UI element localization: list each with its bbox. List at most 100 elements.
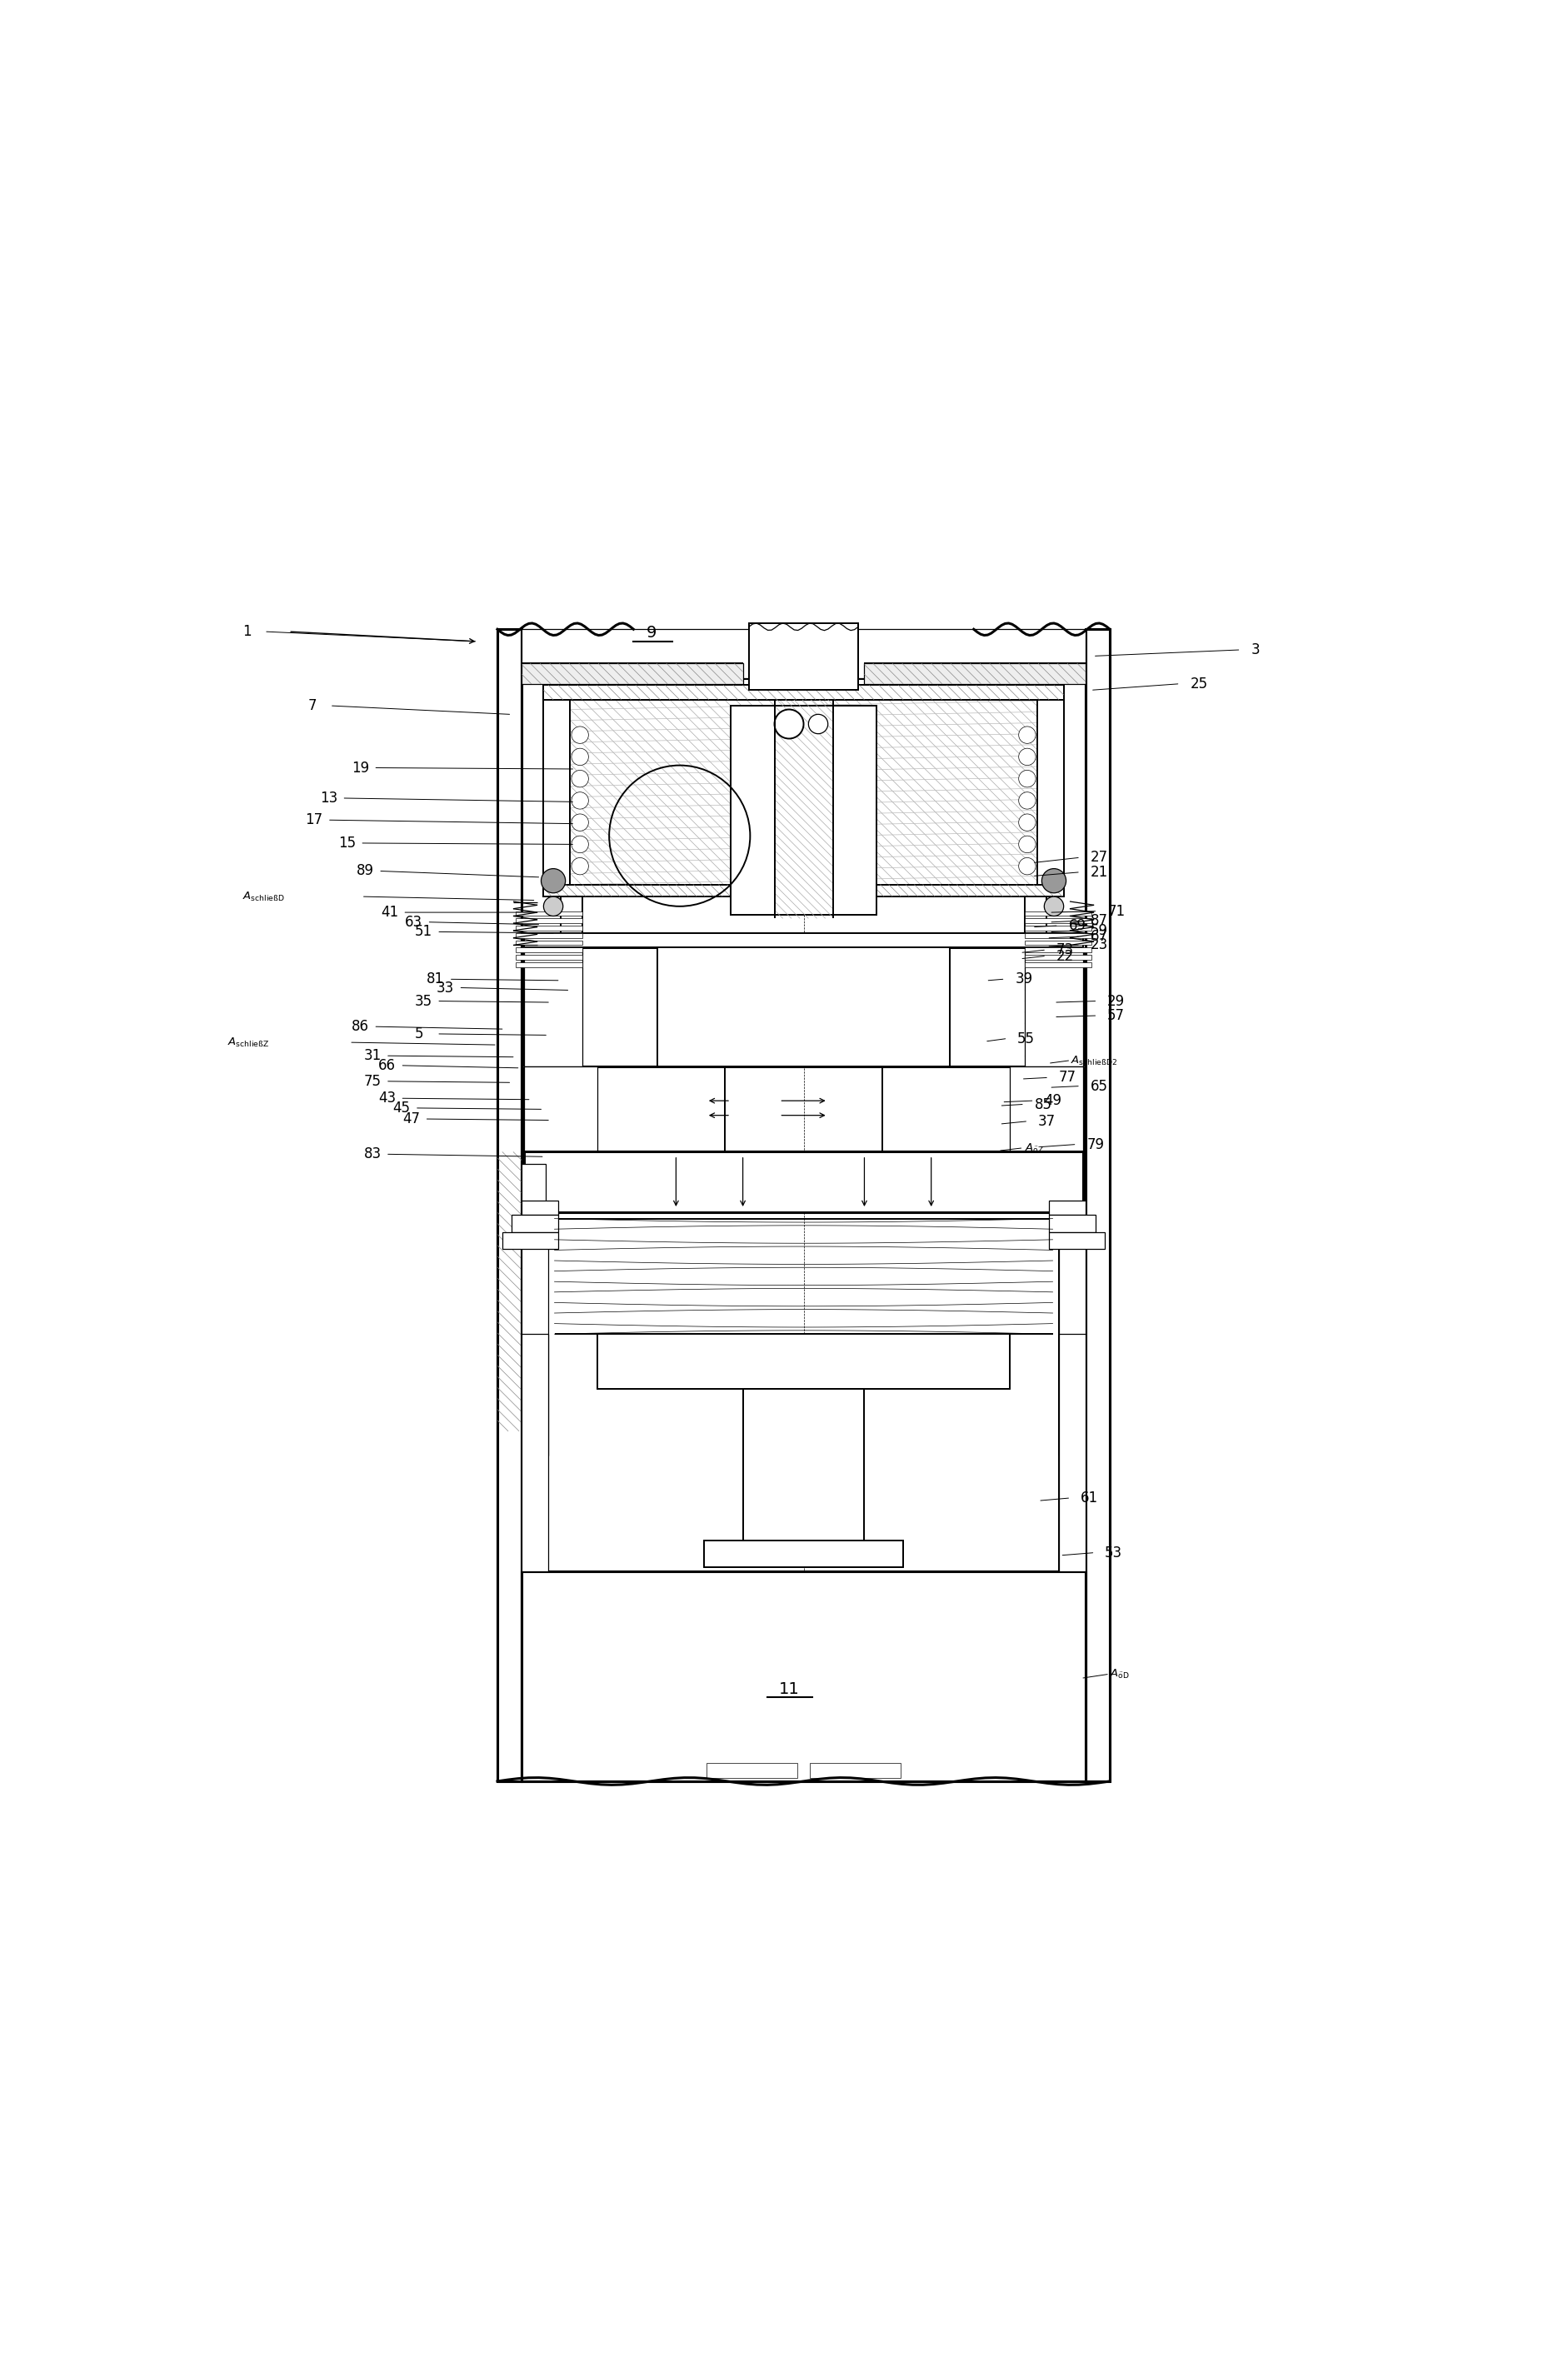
Bar	[516, 948, 582, 953]
Text: 61: 61	[1080, 1490, 1098, 1505]
Bar	[522, 1165, 546, 1431]
Text: 57: 57	[1107, 1008, 1124, 1022]
Text: $A_{\mathrm{schlie\ss Z}}$: $A_{\mathrm{schlie\ss Z}}$	[227, 1036, 270, 1048]
Bar	[516, 941, 582, 946]
Bar	[1049, 1215, 1094, 1231]
Circle shape	[1019, 837, 1036, 853]
Text: $A_{\mathrm{schlie\ss D}}$: $A_{\mathrm{schlie\ss D}}$	[241, 891, 284, 903]
Bar	[743, 1388, 864, 1540]
Text: 45: 45	[394, 1101, 411, 1115]
Bar	[864, 663, 1085, 685]
Circle shape	[571, 770, 588, 787]
Text: $A_{\mathrm{\ddot{o}D}}$: $A_{\mathrm{\ddot{o}D}}$	[1110, 1669, 1131, 1681]
Bar	[522, 1200, 558, 1215]
Text: 15: 15	[339, 837, 356, 851]
Bar	[597, 1333, 1010, 1388]
Bar	[502, 1231, 558, 1248]
Bar	[544, 685, 571, 896]
Bar	[1025, 941, 1091, 946]
Circle shape	[1019, 727, 1036, 744]
Bar	[522, 1571, 1085, 1780]
Text: 51: 51	[414, 925, 433, 939]
Bar	[1049, 1231, 1105, 1248]
Circle shape	[571, 858, 588, 875]
Text: 1: 1	[241, 625, 251, 639]
Text: 89: 89	[356, 863, 373, 879]
Circle shape	[1041, 868, 1066, 894]
Bar	[522, 1212, 549, 1455]
Text: 79: 79	[1087, 1136, 1104, 1153]
Bar	[1025, 934, 1091, 939]
Circle shape	[1019, 858, 1036, 875]
Bar	[1058, 1333, 1085, 1571]
Circle shape	[571, 813, 588, 832]
Bar	[571, 699, 1036, 884]
Circle shape	[571, 792, 588, 808]
Bar	[1010, 1067, 1083, 1153]
Circle shape	[1019, 813, 1036, 832]
Text: $A_{\mathrm{\ddot{o}Z}}$: $A_{\mathrm{\ddot{o}Z}}$	[1025, 1141, 1044, 1155]
Bar	[524, 1153, 1083, 1212]
Bar	[497, 630, 522, 1780]
Text: 73: 73	[1057, 944, 1074, 958]
Text: 25: 25	[1190, 677, 1207, 692]
Text: 65: 65	[1090, 1079, 1109, 1093]
Bar	[659, 948, 949, 1067]
Text: 47: 47	[403, 1112, 420, 1127]
Text: $A_{\mathrm{schlie\ss D2}}$: $A_{\mathrm{schlie\ss D2}}$	[1071, 1055, 1118, 1067]
Bar	[561, 896, 582, 934]
Text: 87: 87	[1090, 913, 1109, 929]
Bar	[1025, 925, 1091, 932]
Circle shape	[1019, 749, 1036, 765]
Text: 81: 81	[426, 972, 444, 986]
Text: 22: 22	[1057, 948, 1074, 963]
Bar	[809, 1764, 900, 1778]
Text: 41: 41	[381, 906, 398, 920]
Circle shape	[775, 708, 803, 739]
Bar	[511, 1215, 558, 1231]
Bar	[706, 1764, 798, 1778]
Bar	[544, 884, 1063, 896]
Text: 19: 19	[351, 761, 368, 775]
Bar	[516, 963, 582, 967]
Text: 31: 31	[364, 1048, 381, 1063]
Bar	[731, 706, 877, 915]
Text: 55: 55	[1018, 1032, 1035, 1046]
Bar	[1025, 956, 1091, 960]
Text: 63: 63	[405, 915, 423, 929]
Text: 13: 13	[320, 792, 337, 806]
Bar	[522, 663, 743, 685]
Circle shape	[1019, 792, 1036, 808]
Bar	[524, 1067, 597, 1153]
Bar	[516, 934, 582, 939]
Text: 69: 69	[1068, 918, 1087, 934]
Text: 66: 66	[378, 1058, 395, 1072]
Text: 39: 39	[1014, 972, 1033, 986]
Text: 7: 7	[307, 699, 317, 713]
Circle shape	[571, 727, 588, 744]
Text: 53: 53	[1105, 1545, 1123, 1559]
Text: 71: 71	[1107, 903, 1124, 918]
Text: 59: 59	[1090, 922, 1109, 939]
Bar	[522, 1333, 549, 1571]
Bar	[1025, 918, 1091, 922]
Bar	[1025, 948, 1091, 953]
Bar	[524, 934, 1083, 948]
Bar	[1085, 630, 1110, 1780]
Circle shape	[1044, 896, 1063, 915]
Bar	[516, 910, 582, 915]
Circle shape	[544, 896, 563, 915]
Text: 37: 37	[1038, 1115, 1055, 1129]
Text: 23: 23	[1090, 937, 1109, 953]
Bar	[516, 956, 582, 960]
Bar	[516, 925, 582, 932]
Text: 86: 86	[351, 1020, 368, 1034]
Bar	[544, 685, 1063, 699]
Text: 75: 75	[364, 1074, 381, 1089]
Circle shape	[809, 715, 828, 734]
Bar	[522, 630, 1085, 677]
Circle shape	[571, 837, 588, 853]
Text: 27: 27	[1090, 851, 1109, 865]
Text: 29: 29	[1107, 994, 1124, 1008]
Text: 67: 67	[1090, 929, 1109, 944]
